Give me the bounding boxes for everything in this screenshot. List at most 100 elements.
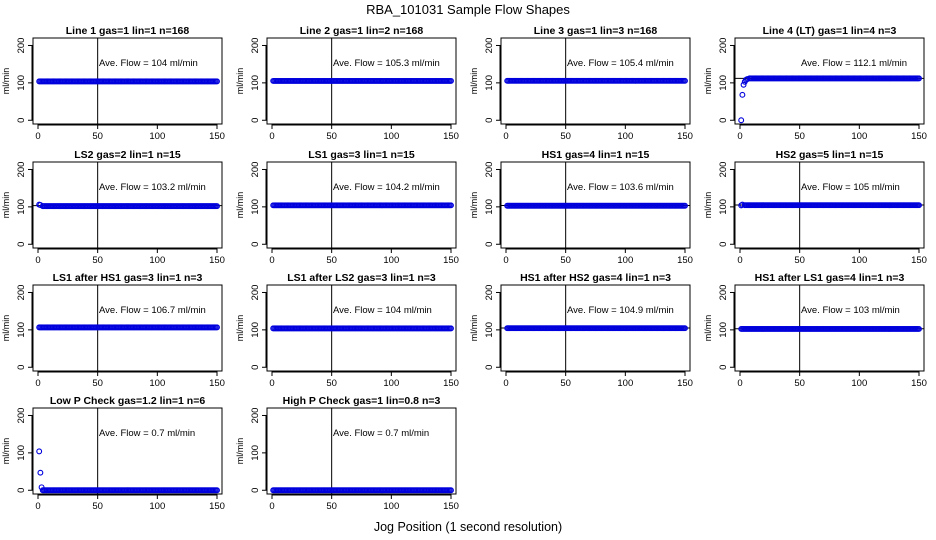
chart-panel-3: Line 3 gas=1 lin=3 n=168 0 50 100 150 0 100 200… xyxy=(469,25,693,142)
panel-title: HS2 gas=5 lin=1 n=15 xyxy=(776,149,884,161)
average-flow-annotation: Ave. Flow = 103 ml/min xyxy=(801,305,900,316)
y-tick-label: 100 xyxy=(16,75,27,91)
x-axis: 0 50 100 150 xyxy=(503,124,693,142)
chart-panel-1: Line 1 gas=1 lin=1 n=168 0 50 100 150 0 100 200… xyxy=(1,25,225,142)
x-tick-label: 0 xyxy=(35,378,40,389)
y-axis-label: ml/min xyxy=(235,192,245,219)
figure-title: RBA_101031 Sample Flow Shapes xyxy=(366,2,570,17)
x-tick-label: 150 xyxy=(911,255,927,266)
data-points xyxy=(36,78,220,85)
y-axis: 0 100 200 xyxy=(250,285,267,370)
x-tick-label: 0 xyxy=(269,378,274,389)
y-tick-label: 0 xyxy=(484,365,495,370)
x-tick-label: 50 xyxy=(92,378,103,389)
chart-panel-8: HS2 gas=5 lin=1 n=15 0 50 100 150 0 100 200 ml/m… xyxy=(703,149,927,266)
x-axis: 0 50 100 150 xyxy=(737,371,927,389)
y-tick-label: 100 xyxy=(250,445,261,461)
plot-box xyxy=(32,284,223,372)
average-flow-annotation: Ave. Flow = 105.4 ml/min xyxy=(567,58,674,69)
x-tick-label: 100 xyxy=(617,255,633,266)
chart-panel-4: Line 4 (LT) gas=1 lin=4 n=3 0 50 100 150 0 100… xyxy=(703,25,927,142)
x-tick-label: 0 xyxy=(737,131,742,142)
x-axis: 0 50 100 150 xyxy=(269,371,459,389)
x-tick-label: 150 xyxy=(209,378,225,389)
panel-title: Low P Check gas=1.2 lin=1 n=6 xyxy=(50,395,205,407)
x-tick-label: 150 xyxy=(209,131,225,142)
panel-title: LS2 gas=2 lin=1 n=15 xyxy=(74,149,181,161)
x-tick-label: 100 xyxy=(149,378,165,389)
y-axis-label: ml/min xyxy=(1,315,11,342)
x-tick-label: 50 xyxy=(794,131,805,142)
data-points xyxy=(270,325,454,332)
x-tick-label: 0 xyxy=(35,131,40,142)
y-tick-label: 200 xyxy=(484,38,495,54)
y-tick-label: 200 xyxy=(484,162,495,178)
y-tick-label: 0 xyxy=(16,488,27,493)
panel-grid: Line 1 gas=1 lin=1 n=168 0 50 100 150 0 100 200… xyxy=(1,25,927,512)
y-axis-label: ml/min xyxy=(1,192,11,219)
y-tick-label: 100 xyxy=(484,199,495,215)
plot-box xyxy=(734,37,925,125)
average-flow-annotation: Ave. Flow = 103.6 ml/min xyxy=(567,182,674,193)
data-points xyxy=(738,325,922,332)
y-tick-label: 0 xyxy=(718,118,729,123)
data-points xyxy=(270,77,454,84)
x-tick-label: 0 xyxy=(737,255,742,266)
x-tick-label: 100 xyxy=(383,501,399,512)
plot-box xyxy=(266,161,457,249)
y-tick-label: 0 xyxy=(250,365,261,370)
plot-box xyxy=(32,161,223,249)
x-axis: 0 50 100 150 xyxy=(503,371,693,389)
data-points xyxy=(36,324,220,331)
panel-title: High P Check gas=1 lin=0.8 n=3 xyxy=(283,395,441,407)
y-axis: 0 100 200 xyxy=(250,408,267,493)
figure-x-axis-label: Jog Position (1 second resolution) xyxy=(374,520,562,534)
data-point xyxy=(682,325,688,332)
x-axis: 0 50 100 150 xyxy=(35,494,225,512)
x-tick-label: 50 xyxy=(326,131,337,142)
x-tick-label: 150 xyxy=(443,501,459,512)
average-flow-annotation: Ave. Flow = 0.7 ml/min xyxy=(99,428,195,439)
y-tick-label: 200 xyxy=(16,38,27,54)
x-tick-label: 100 xyxy=(851,131,867,142)
x-tick-label: 100 xyxy=(383,255,399,266)
x-axis: 0 50 100 150 xyxy=(737,124,927,142)
y-tick-label: 0 xyxy=(250,242,261,247)
y-tick-label: 200 xyxy=(250,408,261,424)
chart-panel-5: LS2 gas=2 lin=1 n=15 0 50 100 150 0 100 200 ml/m… xyxy=(1,149,225,266)
data-points xyxy=(504,325,688,332)
x-axis: 0 50 100 150 xyxy=(737,248,927,266)
x-axis: 0 50 100 150 xyxy=(35,371,225,389)
x-axis: 0 50 100 150 xyxy=(35,248,225,266)
x-tick-label: 0 xyxy=(269,255,274,266)
y-tick-label: 200 xyxy=(484,285,495,301)
y-axis-label: ml/min xyxy=(703,315,713,342)
y-axis-label: ml/min xyxy=(235,438,245,465)
plot-box xyxy=(32,37,223,125)
x-tick-label: 50 xyxy=(794,255,805,266)
y-tick-label: 0 xyxy=(718,242,729,247)
data-points xyxy=(36,448,220,494)
plot-box xyxy=(266,284,457,372)
x-axis: 0 50 100 150 xyxy=(269,124,459,142)
y-tick-label: 0 xyxy=(250,118,261,123)
plot-box xyxy=(734,284,925,372)
plot-box xyxy=(500,37,691,125)
x-tick-label: 100 xyxy=(383,131,399,142)
y-axis: 0 100 200 xyxy=(16,38,33,123)
data-point xyxy=(739,91,746,98)
x-tick-label: 50 xyxy=(92,255,103,266)
data-point xyxy=(214,487,220,494)
x-tick-label: 100 xyxy=(383,378,399,389)
x-tick-label: 100 xyxy=(851,378,867,389)
x-tick-label: 50 xyxy=(794,378,805,389)
x-tick-label: 50 xyxy=(92,131,103,142)
y-axis-label: ml/min xyxy=(235,315,245,342)
y-tick-label: 200 xyxy=(250,162,261,178)
y-tick-label: 100 xyxy=(16,199,27,215)
x-tick-label: 150 xyxy=(677,378,693,389)
y-axis: 0 100 200 xyxy=(16,162,33,247)
y-axis: 0 100 200 xyxy=(718,162,735,247)
data-point xyxy=(214,78,220,85)
data-point xyxy=(448,325,454,332)
